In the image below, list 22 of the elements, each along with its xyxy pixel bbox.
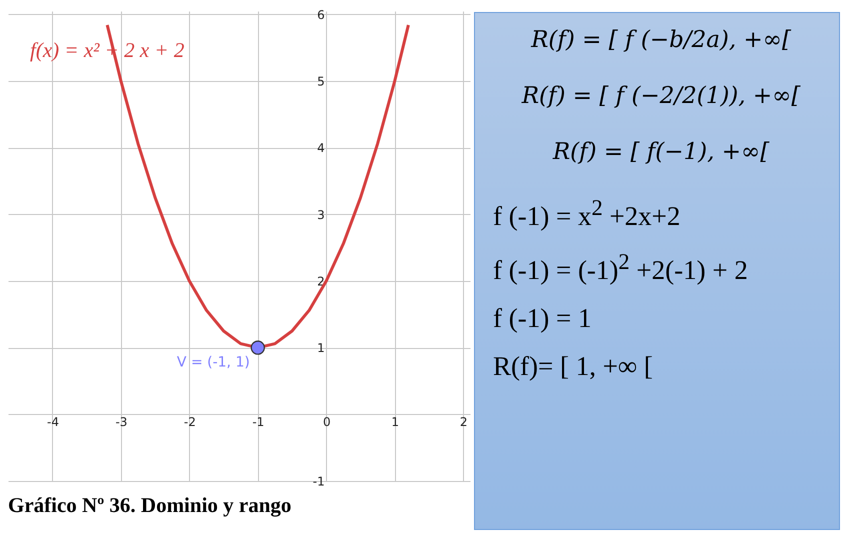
x-tick-label: 1 [391, 414, 400, 429]
text: f (-1) = 1 [493, 303, 592, 334]
x-tick-label: -1 [252, 414, 264, 429]
x-tick-label: -2 [184, 414, 196, 429]
y-tick-label: 1 [317, 341, 325, 356]
text: R(f)= [ 1, +∞ [ [493, 351, 654, 382]
text: R(f) = [ f(−1), +∞[ [552, 139, 770, 165]
y-tick-label: 6 [317, 8, 325, 22]
y-tick-label: 3 [317, 208, 325, 222]
text: R(f) = [ f (−2/2(1)), +∞[ [520, 83, 802, 109]
x-tick-label: 0 [322, 414, 331, 429]
text: Gráfico Nº 36. Dominio y rango [8, 493, 292, 517]
y-tick-label: 5 [317, 74, 325, 88]
y-tick-label: -1 [312, 474, 325, 488]
y-tick-label: 4 [317, 141, 325, 156]
text: f (-1) = x$^{2}$ +2x+2 [493, 195, 682, 232]
text: f (-1) = (-1)$^{2}$ +2(-1) + 2 [493, 249, 749, 286]
x-tick-label: -3 [115, 414, 128, 429]
x-tick-label: 2 [460, 414, 468, 429]
text: R(f) = [ f (−b/2a), +∞[ [530, 27, 792, 53]
annotation: V = (-1, 1) [176, 354, 250, 371]
x-tick-label: -4 [47, 414, 59, 429]
